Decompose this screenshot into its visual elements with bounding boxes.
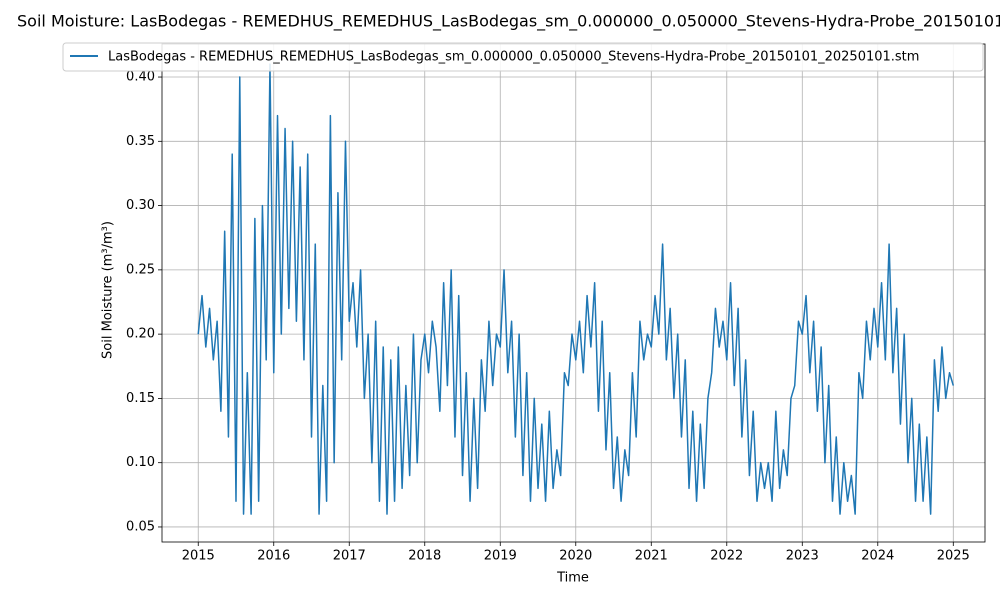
- x-tick-label: 2016: [257, 549, 290, 564]
- y-tick-label: 0.05: [126, 519, 155, 534]
- x-tick-label: 2025: [937, 549, 970, 564]
- y-tick-label: 0.25: [126, 262, 155, 277]
- y-tick-label: 0.20: [126, 327, 155, 342]
- x-tick-label: 2019: [484, 549, 517, 564]
- x-tick-label: 2017: [333, 549, 366, 564]
- x-tick-label: 2023: [786, 549, 819, 564]
- x-tick-label: 2022: [710, 549, 743, 564]
- x-tick-label: 2021: [635, 549, 668, 564]
- y-tick-label: 0.35: [126, 134, 155, 149]
- legend-label: LasBodegas - REMEDHUS_REMEDHUS_LasBodega…: [108, 50, 919, 65]
- y-tick-label: 0.40: [126, 70, 155, 85]
- legend-box: [62, 42, 984, 72]
- x-tick-label: 2020: [559, 549, 592, 564]
- x-tick-label: 2024: [861, 549, 894, 564]
- chart-title: Soil Moisture: LasBodegas - REMEDHUS_REM…: [17, 12, 1000, 32]
- x-tick-label: 2015: [182, 549, 215, 564]
- y-tick-label: 0.30: [126, 198, 155, 213]
- plot-frame: [161, 43, 986, 543]
- y-axis-label: Soil Moisture (m³/m³): [101, 221, 116, 359]
- y-tick-label: 0.15: [126, 391, 155, 406]
- data-line: [197, 63, 955, 515]
- y-tick-label: 0.10: [126, 455, 155, 470]
- x-axis-label: Time: [556, 571, 589, 586]
- x-tick-label: 2018: [408, 549, 441, 564]
